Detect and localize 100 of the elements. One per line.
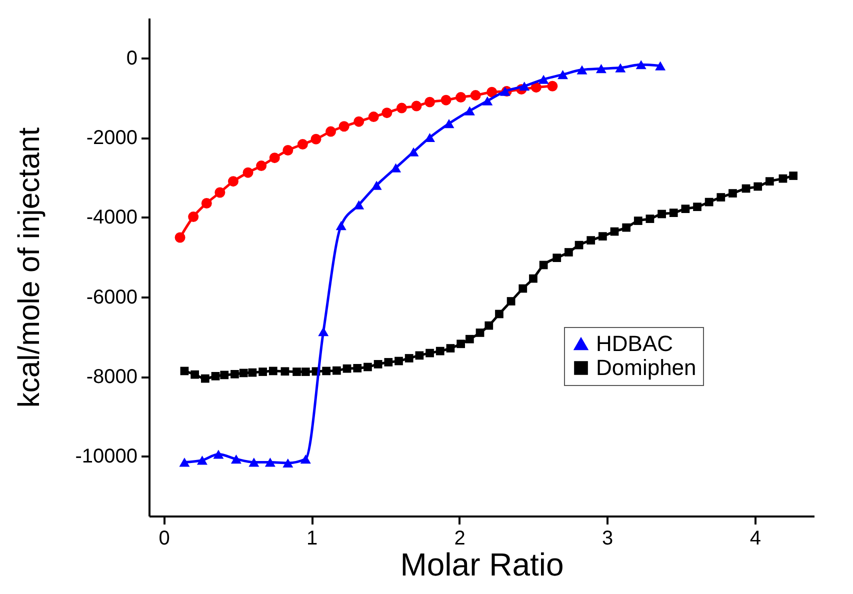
point	[693, 202, 702, 212]
point	[704, 198, 714, 206]
point	[200, 374, 210, 383]
point	[230, 454, 242, 464]
point	[486, 86, 498, 98]
point	[440, 94, 452, 106]
point	[180, 366, 189, 376]
point	[201, 198, 212, 208]
point	[484, 321, 494, 330]
point	[529, 274, 538, 283]
x-tick-label: 4	[750, 528, 761, 550]
legend-label: Domiphen	[596, 355, 696, 380]
y-tick-label: -8000	[86, 366, 138, 388]
point	[495, 310, 504, 318]
point	[634, 216, 642, 225]
point	[539, 260, 548, 270]
point	[426, 348, 434, 358]
point	[248, 368, 257, 377]
point	[374, 360, 382, 368]
point	[464, 106, 475, 116]
point	[408, 147, 419, 156]
point	[256, 160, 267, 172]
point	[681, 204, 690, 214]
point	[318, 327, 329, 336]
point	[326, 126, 336, 137]
point	[404, 354, 414, 362]
x-tick-label: 2	[454, 528, 466, 550]
point	[538, 74, 549, 84]
point	[424, 132, 436, 142]
point	[596, 64, 606, 74]
point	[396, 102, 407, 114]
point	[322, 366, 331, 376]
point	[268, 366, 278, 376]
point	[220, 370, 229, 380]
point	[264, 458, 276, 467]
point	[382, 108, 392, 118]
point	[552, 254, 562, 262]
point	[615, 63, 626, 72]
x-tick-label: 3	[602, 528, 614, 550]
point	[394, 356, 403, 366]
point	[371, 180, 382, 190]
point	[576, 65, 588, 74]
point	[297, 139, 308, 150]
point	[211, 372, 220, 380]
point	[228, 176, 238, 187]
point	[196, 456, 208, 465]
point	[280, 367, 290, 376]
point	[444, 119, 454, 128]
point	[655, 61, 666, 70]
point	[658, 210, 666, 218]
point	[558, 70, 568, 80]
point	[190, 370, 199, 379]
point	[470, 90, 481, 101]
point	[610, 227, 619, 236]
point	[310, 134, 322, 144]
x-tick-label: 1	[306, 528, 318, 550]
point	[446, 344, 455, 352]
point	[188, 212, 199, 222]
point	[716, 193, 726, 202]
point	[292, 368, 301, 376]
point	[242, 167, 254, 178]
point	[436, 346, 444, 356]
y-tick-label: -6000	[86, 286, 138, 308]
y-axis-title: kcal/mole of injectant	[13, 126, 46, 408]
point	[476, 328, 484, 337]
point	[354, 116, 364, 127]
point	[789, 172, 798, 180]
x-tick-label: 0	[158, 528, 170, 550]
x-axis-title: Molar Ratio	[400, 546, 564, 582]
point	[415, 351, 424, 360]
point	[258, 368, 267, 376]
point	[300, 454, 311, 464]
point	[519, 82, 530, 91]
point	[342, 364, 352, 373]
y-tick-label: -2000	[86, 127, 138, 150]
point	[282, 145, 294, 156]
point	[574, 240, 584, 250]
point	[282, 458, 294, 468]
point	[456, 92, 466, 103]
y-tick-label: -4000	[86, 206, 138, 229]
point	[646, 214, 654, 223]
point	[622, 223, 631, 232]
point	[213, 450, 224, 459]
point	[214, 187, 226, 198]
point	[239, 368, 248, 378]
point	[390, 163, 402, 172]
y-tick-label: -10000	[75, 446, 138, 468]
point	[269, 152, 280, 164]
legend-label: HDBAC	[596, 331, 674, 356]
point	[728, 189, 737, 198]
point	[465, 334, 474, 344]
point	[411, 100, 422, 112]
point	[456, 340, 465, 348]
point	[338, 121, 350, 132]
point	[742, 184, 750, 193]
point	[518, 284, 528, 293]
point	[636, 60, 646, 70]
point	[754, 182, 762, 191]
point	[482, 96, 493, 106]
point	[424, 96, 436, 108]
